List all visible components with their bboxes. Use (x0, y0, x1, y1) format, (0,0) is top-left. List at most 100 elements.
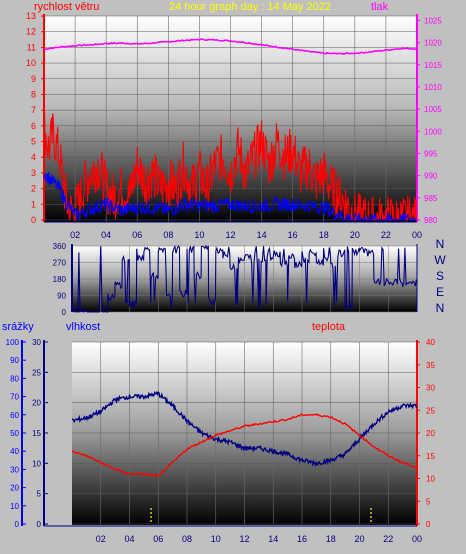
temperature-tick-label: 20 (426, 429, 435, 438)
wind-tick-label: 2 (31, 184, 36, 194)
pressure-tick-label: 990 (424, 172, 438, 181)
humidity-time-tick-label: 20 (354, 534, 364, 544)
wind-tick-label: 3 (31, 168, 36, 178)
wind-tick-label: 6 (31, 121, 36, 131)
wind-time-tick-label: 22 (381, 230, 391, 240)
humidity-tick-label: 20 (32, 399, 41, 408)
direction-tick-label: 360 (53, 242, 67, 251)
pressure-tick-label: 1025 (424, 16, 442, 25)
humidity-grid (72, 341, 418, 526)
wind-time-tick-label: 06 (132, 230, 142, 240)
compass-label: E (436, 285, 444, 299)
humidity-tick-label: 15 (32, 429, 41, 438)
wind-time-ticks: 02 04 06 08 10 12 14 16 18 20 22 00 (70, 230, 422, 240)
rain-tick-label: 70 (10, 393, 19, 402)
wind-time-tick-label: 00 (412, 230, 422, 240)
wind-time-tick-label: 18 (319, 230, 329, 240)
pressure-tick-label: 1020 (424, 39, 442, 48)
wind-tick-label: 1 (31, 199, 36, 209)
temperature-tick-label: 40 (426, 338, 435, 347)
wind-time-tick-label: 16 (288, 230, 298, 240)
pressure-tick-label: 1005 (424, 105, 442, 114)
wind-average-line (43, 172, 417, 222)
rain-tick-label: 90 (10, 356, 19, 365)
humidity-time-tick-label: 18 (326, 534, 336, 544)
rain-tick-label: 50 (10, 429, 19, 438)
humidity-time-tick-label: 08 (182, 534, 192, 544)
humidity-temperature-series (71, 390, 418, 524)
wind-tick-label: 12 (26, 27, 36, 37)
wind-time-tick-label: 12 (225, 230, 235, 240)
wind-speed-axis-label: rychlost větru (34, 1, 99, 13)
temperature-tick-label: 30 (426, 384, 435, 393)
rain-tick-label: 100 (6, 338, 20, 347)
wind-time-tick-label: 02 (70, 230, 80, 240)
wind-tick-label: 8 (31, 89, 36, 99)
rain-tick-label: 40 (10, 447, 19, 456)
humidity-ticks: 0 5 10 15 20 25 30 (32, 338, 48, 529)
wind-time-tick-label: 14 (257, 230, 267, 240)
compass-label: S (436, 269, 444, 283)
humidity-tick-label: 10 (32, 459, 41, 468)
rain-tick-label: 60 (10, 411, 19, 420)
temperature-tick-label: 10 (426, 475, 435, 484)
humidity-time-tick-label: 22 (383, 534, 393, 544)
pressure-tick-label: 980 (424, 216, 438, 225)
humidity-tick-label: 30 (32, 338, 41, 347)
rain-ticks: 0 10 20 30 40 50 60 70 80 90 100 (6, 338, 26, 529)
compass-label: N (436, 237, 445, 251)
wind-time-tick-label: 08 (163, 230, 173, 240)
wind-tick-label: 5 (31, 137, 36, 147)
pressure-tick-label: 1015 (424, 61, 442, 70)
direction-series (71, 244, 418, 314)
pressure-ticks: 980 985 990 995 1000 1005 1010 1015 1020 1025 (417, 16, 442, 225)
wind-tick-label: 0 (31, 215, 36, 225)
temperature-tick-label: 0 (426, 520, 431, 529)
pressure-tick-label: 1000 (424, 127, 442, 136)
wind-time-tick-label: 04 (101, 230, 111, 240)
pressure-tick-label: 1010 (424, 83, 442, 92)
pressure-line (43, 38, 418, 55)
temperature-line (71, 413, 418, 478)
rain-tick-label: 80 (10, 374, 19, 383)
humidity-axis-label: vlhkost (66, 321, 100, 333)
chart-title: 24 hour graph day : 14 May 2022 (169, 1, 331, 13)
wind-time-tick-label: 20 (350, 230, 360, 240)
pressure-axis-label: tlak (371, 1, 389, 13)
humidity-tick-label: 25 (32, 368, 41, 377)
wind-tick-label: 13 (26, 11, 36, 21)
humidity-line (71, 390, 418, 468)
compass-label: W (434, 253, 446, 267)
humidity-tick-label: 5 (37, 490, 42, 499)
temperature-tick-label: 35 (426, 361, 435, 370)
rain-tick-label: 20 (10, 484, 19, 493)
humidity-time-tick-label: 02 (96, 534, 106, 544)
humidity-tick-label: 0 (37, 520, 42, 529)
humidity-time-tick-label: 04 (124, 534, 134, 544)
rain-tick-label: 30 (10, 465, 19, 474)
humidity-time-tick-label: 16 (297, 534, 307, 544)
direction-tick-label: 270 (53, 259, 67, 268)
direction-ticks: 0 90 180 270 360 (53, 242, 67, 317)
compass-label: N (436, 301, 445, 315)
humidity-time-tick-label: 14 (268, 534, 278, 544)
wind-tick-label: 11 (27, 42, 36, 52)
wind-tick-label: 10 (26, 58, 36, 68)
humidity-time-tick-label: 00 (412, 534, 422, 544)
direction-tick-label: 90 (57, 292, 66, 301)
wind-tick-label: 9 (31, 74, 36, 84)
humidity-time-tick-label: 10 (211, 534, 221, 544)
wind-direction-line (71, 244, 418, 314)
wind-series (43, 38, 418, 222)
temperature-tick-label: 25 (426, 406, 435, 415)
humidity-time-ticks: 02 04 06 08 10 12 14 16 18 20 22 00 (96, 534, 422, 544)
humidity-time-tick-label: 12 (239, 534, 249, 544)
pressure-tick-label: 985 (424, 194, 438, 203)
wind-time-tick-label: 10 (194, 230, 204, 240)
direction-tick-label: 180 (53, 275, 67, 284)
temperature-ticks: 0 5 10 15 20 25 30 35 40 (417, 338, 435, 529)
wind-tick-label: 4 (31, 152, 36, 162)
temperature-axis-label: teplota (312, 321, 346, 333)
